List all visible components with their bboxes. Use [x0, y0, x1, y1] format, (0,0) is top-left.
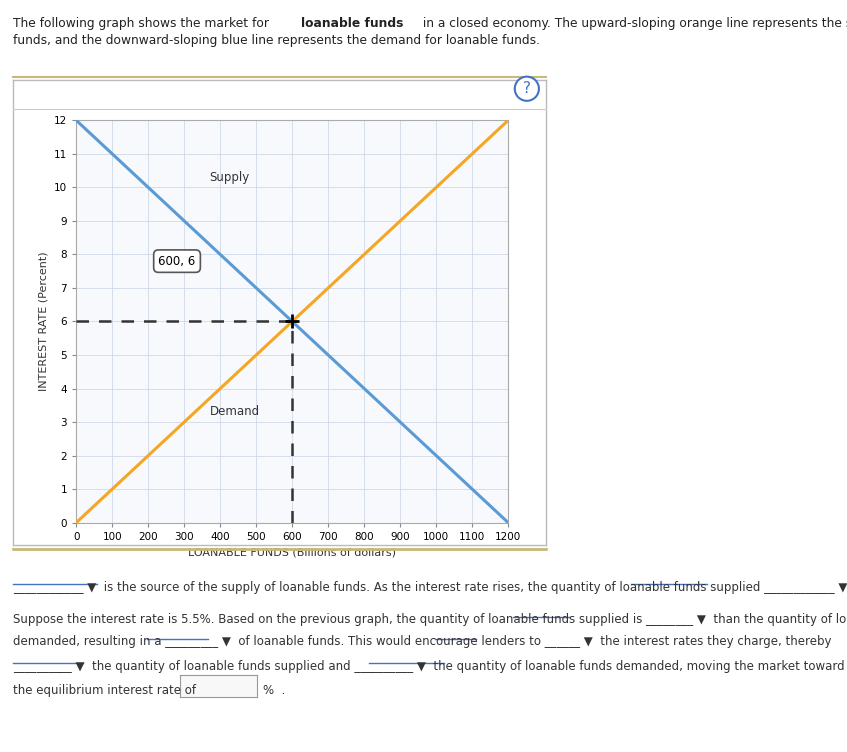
Text: %  .: % .	[263, 684, 285, 697]
Text: ?: ?	[523, 81, 531, 96]
Text: 600, 6: 600, 6	[158, 255, 196, 268]
Y-axis label: INTEREST RATE (Percent): INTEREST RATE (Percent)	[38, 252, 48, 391]
Text: ____________ ▼  is the source of the supply of loanable funds. As the interest r: ____________ ▼ is the source of the supp…	[13, 581, 847, 593]
Text: funds, and the downward-sloping blue line represents the demand for loanable fun: funds, and the downward-sloping blue lin…	[13, 34, 540, 47]
Text: the equilibrium interest rate of: the equilibrium interest rate of	[13, 684, 196, 697]
Text: in a closed economy. The upward-sloping orange line represents the supply of loa: in a closed economy. The upward-sloping …	[419, 17, 847, 29]
Text: The following graph shows the market for: The following graph shows the market for	[13, 17, 273, 29]
Text: Supply: Supply	[209, 171, 250, 183]
Text: loanable funds: loanable funds	[301, 17, 403, 29]
Text: demanded, resulting in a _________ ▼  of loanable funds. This would encourage le: demanded, resulting in a _________ ▼ of …	[13, 635, 831, 648]
X-axis label: LOANABLE FUNDS (Billions of dollars): LOANABLE FUNDS (Billions of dollars)	[188, 547, 396, 557]
Text: Suppose the interest rate is 5.5%. Based on the previous graph, the quantity of : Suppose the interest rate is 5.5%. Based…	[13, 613, 847, 626]
Text: __________ ▼  the quantity of loanable funds supplied and __________ ▼  the quan: __________ ▼ the quantity of loanable fu…	[13, 660, 844, 672]
Text: Demand: Demand	[209, 405, 259, 418]
